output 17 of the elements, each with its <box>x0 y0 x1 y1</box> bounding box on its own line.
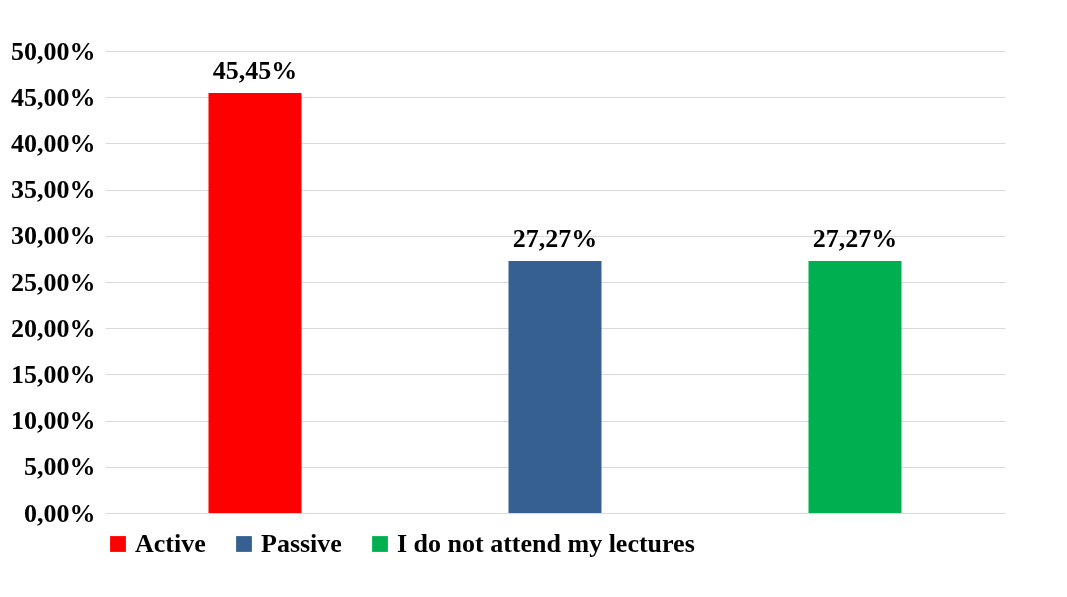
y-tick-label: 0,00% <box>24 498 96 528</box>
legend-label: Passive <box>261 529 342 558</box>
y-tick-label: 40,00% <box>11 128 96 158</box>
y-tick-label: 10,00% <box>11 406 96 436</box>
y-tick-label: 15,00% <box>11 359 96 389</box>
y-tick-label: 50,00% <box>11 36 96 66</box>
legend-label: Active <box>135 529 206 558</box>
y-tick-label: 45,00% <box>11 82 96 112</box>
legend-label: I do not attend my lectures <box>397 529 695 558</box>
y-tick-label: 20,00% <box>11 313 96 343</box>
y-tick-label: 35,00% <box>11 175 96 205</box>
data-label: 27,27% <box>512 224 598 254</box>
data-label: 27,27% <box>812 224 898 254</box>
y-tick-label: 30,00% <box>11 221 96 251</box>
data-label: 45,45% <box>212 56 298 86</box>
y-tick-label: 5,00% <box>24 452 96 482</box>
y-tick-label: 25,00% <box>11 267 96 297</box>
